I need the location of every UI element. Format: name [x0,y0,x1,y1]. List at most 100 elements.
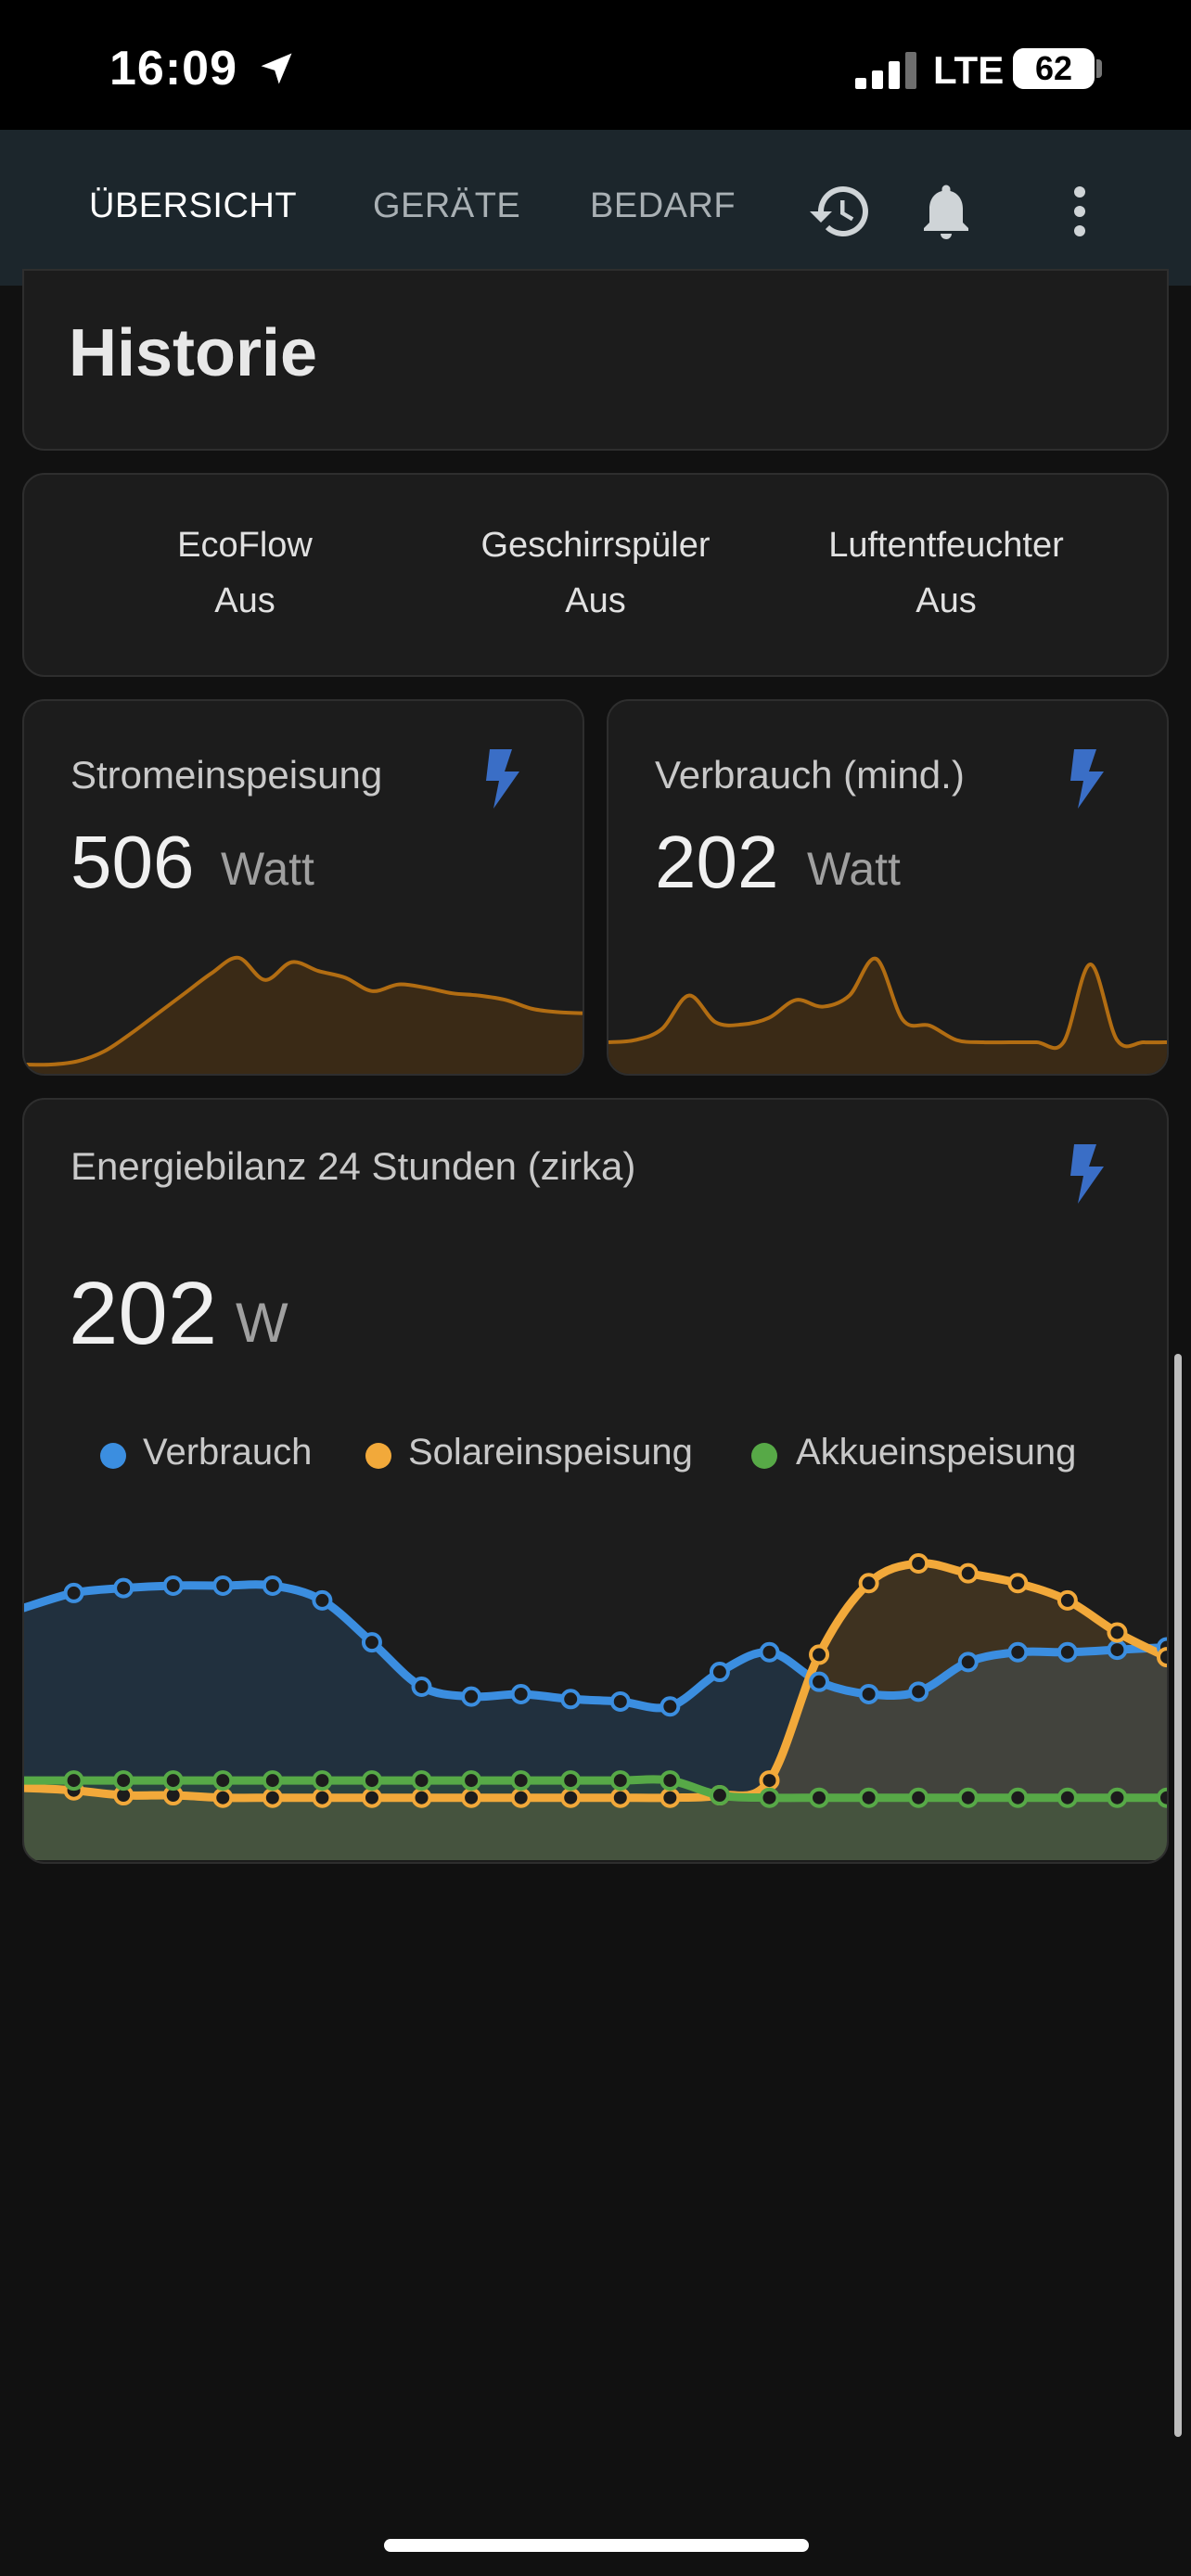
data-point-akkueinspeisung[interactable] [560,1770,582,1792]
data-point-solareinspeisung[interactable] [858,1573,879,1594]
data-point-solareinspeisung[interactable] [411,1787,432,1808]
data-point-akkueinspeisung[interactable] [908,1787,929,1808]
legend-dot-akkueinspeisung [751,1443,777,1469]
data-point-akkueinspeisung[interactable] [262,1770,283,1792]
data-point-verbrauch[interactable] [560,1689,582,1710]
data-point-verbrauch[interactable] [461,1686,482,1707]
data-point-verbrauch[interactable] [609,1690,631,1712]
data-point-akkueinspeisung[interactable] [312,1770,333,1792]
sparkline-area [24,957,583,1074]
data-point-akkueinspeisung[interactable] [63,1770,84,1792]
data-point-akkueinspeisung[interactable] [809,1787,830,1808]
data-point-akkueinspeisung[interactable] [162,1770,184,1792]
tab-bedarf[interactable]: BEDARF [590,186,736,225]
data-point-verbrauch[interactable] [709,1662,730,1683]
data-point-solareinspeisung[interactable] [212,1787,234,1808]
data-point-solareinspeisung[interactable] [957,1562,979,1584]
data-point-akkueinspeisung[interactable] [609,1770,631,1792]
bell-icon[interactable] [913,178,980,245]
legend-akkueinspeisung[interactable]: Akkueinspeisung [796,1432,1077,1473]
data-point-akkueinspeisung[interactable] [1107,1787,1128,1808]
data-point-solareinspeisung[interactable] [560,1787,582,1808]
data-point-solareinspeisung[interactable] [461,1787,482,1808]
data-point-verbrauch[interactable] [212,1575,234,1596]
tab-uebersicht[interactable]: ÜBERSICHT [89,186,298,225]
data-point-akkueinspeisung[interactable] [361,1770,382,1792]
data-point-akkueinspeisung[interactable] [411,1770,432,1792]
more-vertical-icon[interactable] [1046,178,1113,245]
flash-icon [486,749,519,809]
data-point-solareinspeisung[interactable] [908,1553,929,1574]
data-point-verbrauch[interactable] [1107,1639,1128,1661]
data-point-verbrauch[interactable] [809,1671,830,1692]
sensor-value: 506 [70,821,195,903]
device-luftentfeuchter[interactable]: Luftentfeuchter Aus [770,517,1122,629]
device-name: EcoFlow [177,526,313,565]
data-point-akkueinspeisung[interactable] [1057,1787,1078,1808]
data-point-verbrauch[interactable] [113,1577,134,1599]
data-point-akkueinspeisung[interactable] [1157,1787,1167,1808]
data-point-verbrauch[interactable] [162,1575,184,1596]
data-point-akkueinspeisung[interactable] [660,1770,681,1792]
series-area-solareinspeisung [24,1562,1167,1860]
data-point-akkueinspeisung[interactable] [212,1770,234,1792]
section-title: Historie [69,316,318,390]
sensor-card-stromeinspeisung[interactable] [22,699,584,1076]
data-point-akkueinspeisung[interactable] [461,1770,482,1792]
status-bar: 16:09 LTE 62 [0,0,1191,130]
history-icon[interactable] [807,178,874,245]
data-point-verbrauch[interactable] [411,1677,432,1697]
home-indicator[interactable] [384,2539,809,2552]
energy-unit: W [236,1292,288,1354]
sparkline-area [608,958,1167,1074]
legend-verbrauch[interactable]: Verbrauch [143,1432,313,1473]
sensor-value: 202 [655,821,779,903]
data-point-solareinspeisung[interactable] [510,1787,531,1808]
data-point-solareinspeisung[interactable] [1157,1647,1167,1668]
data-point-verbrauch[interactable] [1007,1641,1029,1663]
series-area-verbrauch [24,1584,1167,1860]
devices-card [22,473,1169,677]
sparkline-line [24,955,583,1067]
device-ecoflow[interactable]: EcoFlow Aus [69,517,421,629]
historie-card [22,269,1169,451]
data-point-solareinspeisung[interactable] [660,1787,681,1808]
data-point-verbrauch[interactable] [262,1575,283,1596]
data-point-solareinspeisung[interactable] [312,1787,333,1808]
scrollbar[interactable] [1174,1354,1182,2437]
data-point-akkueinspeisung[interactable] [759,1787,780,1808]
data-point-solareinspeisung[interactable] [1007,1573,1029,1594]
data-point-verbrauch[interactable] [312,1589,333,1611]
data-point-akkueinspeisung[interactable] [1007,1787,1029,1808]
battery-percent: 62 [1034,49,1073,87]
data-point-verbrauch[interactable] [858,1683,879,1704]
sparkline-line [608,956,1167,1051]
data-point-akkueinspeisung[interactable] [510,1770,531,1792]
data-point-akkueinspeisung[interactable] [113,1770,134,1792]
data-point-verbrauch[interactable] [510,1683,531,1704]
data-point-akkueinspeisung[interactable] [709,1785,730,1806]
legend-dot-verbrauch [100,1443,126,1469]
data-point-solareinspeisung[interactable] [1057,1589,1078,1611]
energy-balance-card[interactable] [22,1098,1169,1864]
data-point-solareinspeisung[interactable] [609,1787,631,1808]
data-point-verbrauch[interactable] [63,1582,84,1603]
data-point-solareinspeisung[interactable] [759,1770,780,1792]
data-point-verbrauch[interactable] [957,1651,979,1673]
device-geschirrspueler[interactable]: Geschirrspüler Aus [419,517,772,629]
data-point-solareinspeisung[interactable] [1107,1622,1128,1643]
data-point-solareinspeisung[interactable] [361,1787,382,1808]
data-point-solareinspeisung[interactable] [809,1644,830,1665]
data-point-verbrauch[interactable] [759,1641,780,1663]
sensor-unit: Watt [807,843,901,895]
data-point-verbrauch[interactable] [361,1632,382,1653]
sensor-unit: Watt [221,843,314,895]
data-point-akkueinspeisung[interactable] [858,1787,879,1808]
data-point-verbrauch[interactable] [1057,1641,1078,1663]
tab-geraete[interactable]: GERÄTE [373,186,521,225]
data-point-akkueinspeisung[interactable] [957,1787,979,1808]
data-point-verbrauch[interactable] [660,1696,681,1717]
data-point-solareinspeisung[interactable] [262,1787,283,1808]
legend-solareinspeisung[interactable]: Solareinspeisung [408,1432,693,1473]
data-point-verbrauch[interactable] [908,1681,929,1702]
